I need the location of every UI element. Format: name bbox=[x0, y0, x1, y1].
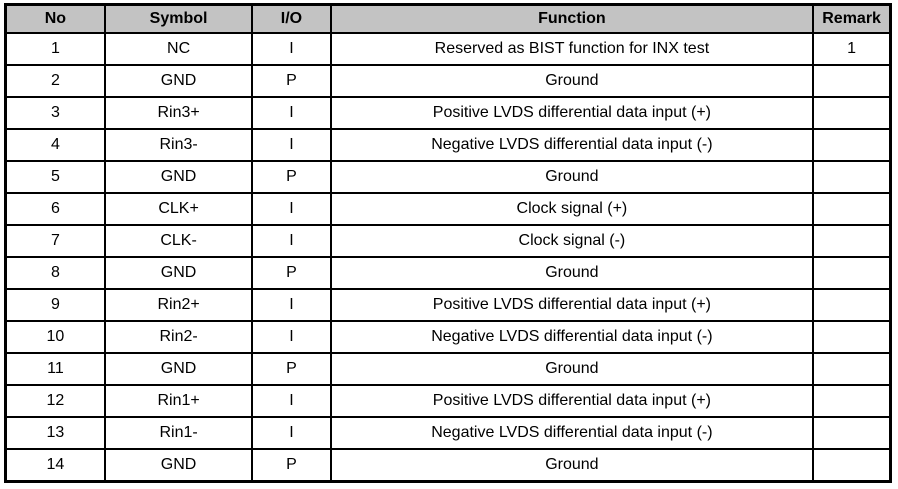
table-cell: P bbox=[251, 64, 332, 98]
table-cell: 14 bbox=[4, 448, 106, 483]
header-cell: Symbol bbox=[103, 3, 254, 34]
table-cell: 6 bbox=[4, 192, 106, 226]
table-cell: I bbox=[251, 416, 332, 450]
table-cell bbox=[812, 128, 892, 162]
table-cell: Rin1- bbox=[103, 416, 254, 450]
table-cell: P bbox=[251, 352, 332, 386]
table-cell: I bbox=[251, 192, 332, 226]
table-cell: P bbox=[251, 448, 332, 483]
header-cell: Function bbox=[329, 3, 815, 34]
header-cell: Remark bbox=[812, 3, 892, 34]
table-cell: GND bbox=[103, 448, 254, 483]
table-cell: Ground bbox=[329, 160, 815, 194]
table-cell: 10 bbox=[4, 320, 106, 354]
table-cell: I bbox=[251, 320, 332, 354]
table-cell bbox=[812, 224, 892, 258]
table-cell: I bbox=[251, 128, 332, 162]
table-row: 4 Rin3- I Negative LVDS differential data i… bbox=[4, 128, 892, 162]
table-row: 8 GND P Ground bbox=[4, 256, 892, 290]
table-cell: Ground bbox=[329, 352, 815, 386]
table-cell: Rin2- bbox=[103, 320, 254, 354]
table-cell: 1 bbox=[4, 32, 106, 66]
table-row: 6 CLK+ I Clock signal (+) bbox=[4, 192, 892, 226]
table-row: 13 Rin1- I Negative LVDS differential data … bbox=[4, 416, 892, 450]
table-cell bbox=[812, 384, 892, 418]
table-cell: Ground bbox=[329, 256, 815, 290]
table-row: 1 NC I Reserved as BIST function for INX te… bbox=[4, 32, 892, 66]
table-cell: 9 bbox=[4, 288, 106, 322]
table-cell: I bbox=[251, 32, 332, 66]
table-cell bbox=[812, 96, 892, 130]
table-cell: GND bbox=[103, 160, 254, 194]
table-cell: CLK- bbox=[103, 224, 254, 258]
table-cell bbox=[812, 448, 892, 483]
table-row: 10 Rin2- I Negative LVDS differential data … bbox=[4, 320, 892, 354]
table-cell: CLK+ bbox=[103, 192, 254, 226]
table-row: No Symbol I/O Function Remark bbox=[4, 3, 892, 34]
table-row: 12 Rin1+ I Positive LVDS differential data … bbox=[4, 384, 892, 418]
table-cell: Positive LVDS differential data input (+… bbox=[329, 384, 815, 418]
table-cell: GND bbox=[103, 64, 254, 98]
table-header-row: No Symbol I/O Function Remark bbox=[4, 3, 892, 34]
table-row: 3 Rin3+ I Positive LVDS differential data i… bbox=[4, 96, 892, 130]
table-cell: Positive LVDS differential data input (+… bbox=[329, 288, 815, 322]
table-cell: 4 bbox=[4, 128, 106, 162]
table-cell bbox=[812, 64, 892, 98]
table-cell: I bbox=[251, 384, 332, 418]
table-cell bbox=[812, 192, 892, 226]
table-cell: Clock signal (-) bbox=[329, 224, 815, 258]
table-cell: GND bbox=[103, 256, 254, 290]
table-cell: 13 bbox=[4, 416, 106, 450]
table-cell: 3 bbox=[4, 96, 106, 130]
table-cell: I bbox=[251, 224, 332, 258]
table-row: 14 GND P Ground bbox=[4, 448, 892, 483]
table-cell: 7 bbox=[4, 224, 106, 258]
table-cell: I bbox=[251, 288, 332, 322]
table-cell bbox=[812, 320, 892, 354]
table-cell: Negative LVDS differential data input (-… bbox=[329, 320, 815, 354]
table-cell: P bbox=[251, 160, 332, 194]
table-cell: 5 bbox=[4, 160, 106, 194]
table-row: 2 GND P Ground bbox=[4, 64, 892, 98]
table-cell: 11 bbox=[4, 352, 106, 386]
table-cell: Ground bbox=[329, 448, 815, 483]
table-cell: Ground bbox=[329, 64, 815, 98]
table-cell: Negative LVDS differential data input (-… bbox=[329, 128, 815, 162]
table-cell: GND bbox=[103, 352, 254, 386]
table-body: 1 NC I Reserved as BIST function for INX te… bbox=[4, 32, 892, 483]
pin-definition-table: No Symbol I/O Function Remark 1 NC I Reserved a… bbox=[4, 3, 892, 483]
table-cell: NC bbox=[103, 32, 254, 66]
table-cell: Reserved as BIST function for INX test bbox=[329, 32, 815, 66]
table-cell: Positive LVDS differential data input (+… bbox=[329, 96, 815, 130]
table-cell bbox=[812, 160, 892, 194]
table-cell bbox=[812, 256, 892, 290]
table-cell: 8 bbox=[4, 256, 106, 290]
table-row: 7 CLK- I Clock signal (-) bbox=[4, 224, 892, 258]
table-cell: 2 bbox=[4, 64, 106, 98]
table-row: 11 GND P Ground bbox=[4, 352, 892, 386]
table-cell: Rin3- bbox=[103, 128, 254, 162]
table-cell: Rin3+ bbox=[103, 96, 254, 130]
header-cell: I/O bbox=[251, 3, 332, 34]
table-cell: P bbox=[251, 256, 332, 290]
table-cell: Rin1+ bbox=[103, 384, 254, 418]
header-cell: No bbox=[4, 3, 106, 34]
table-cell bbox=[812, 416, 892, 450]
table-cell: 1 bbox=[812, 32, 892, 66]
table-cell: Rin2+ bbox=[103, 288, 254, 322]
table-cell: Negative LVDS differential data input (-… bbox=[329, 416, 815, 450]
table-row: 9 Rin2+ I Positive LVDS differential data i… bbox=[4, 288, 892, 322]
table-cell: 12 bbox=[4, 384, 106, 418]
table-row: 5 GND P Ground bbox=[4, 160, 892, 194]
table-cell: I bbox=[251, 96, 332, 130]
table-cell bbox=[812, 288, 892, 322]
table-cell: Clock signal (+) bbox=[329, 192, 815, 226]
table-cell bbox=[812, 352, 892, 386]
